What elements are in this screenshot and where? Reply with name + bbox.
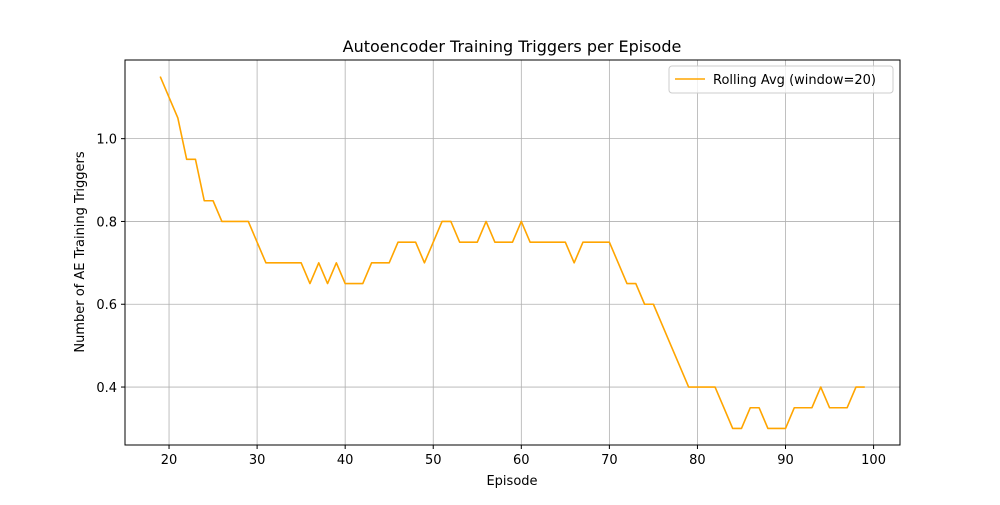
y-axis-label: Number of AE Training Triggers [73, 151, 88, 353]
series-line [159, 76, 865, 430]
y-axis-ticks: 0.4 0.6 0.8 1.0 [96, 133, 125, 396]
x-tick-label: 100 [861, 453, 886, 468]
x-tick-label: 90 [777, 453, 794, 468]
x-tick-label: 80 [689, 453, 706, 468]
plot-frame [124, 59, 901, 446]
x-tick-label: 20 [161, 453, 178, 468]
x-tick-label: 30 [249, 453, 266, 468]
y-tick-label: 0.6 [96, 298, 117, 313]
x-tick-label: 40 [337, 453, 354, 468]
legend-box [668, 65, 894, 94]
series-layer [159, 76, 865, 430]
y-tick-label: 0.4 [96, 381, 117, 396]
x-tick-label: 70 [601, 453, 618, 468]
x-tick-label: 60 [513, 453, 530, 468]
x-tick-label: 50 [425, 453, 442, 468]
legend-label: Rolling Avg (window=20) [713, 73, 876, 88]
x-axis-label: Episode [486, 474, 537, 489]
grid-lines [125, 60, 900, 445]
x-axis-ticks: 20 30 40 50 60 70 80 90 100 [161, 445, 886, 468]
y-tick-label: 1.0 [96, 133, 117, 148]
y-tick-label: 0.8 [96, 215, 117, 230]
legend: Rolling Avg (window=20) [668, 65, 894, 94]
chart-title: Autoencoder Training Triggers per Episod… [343, 37, 682, 56]
